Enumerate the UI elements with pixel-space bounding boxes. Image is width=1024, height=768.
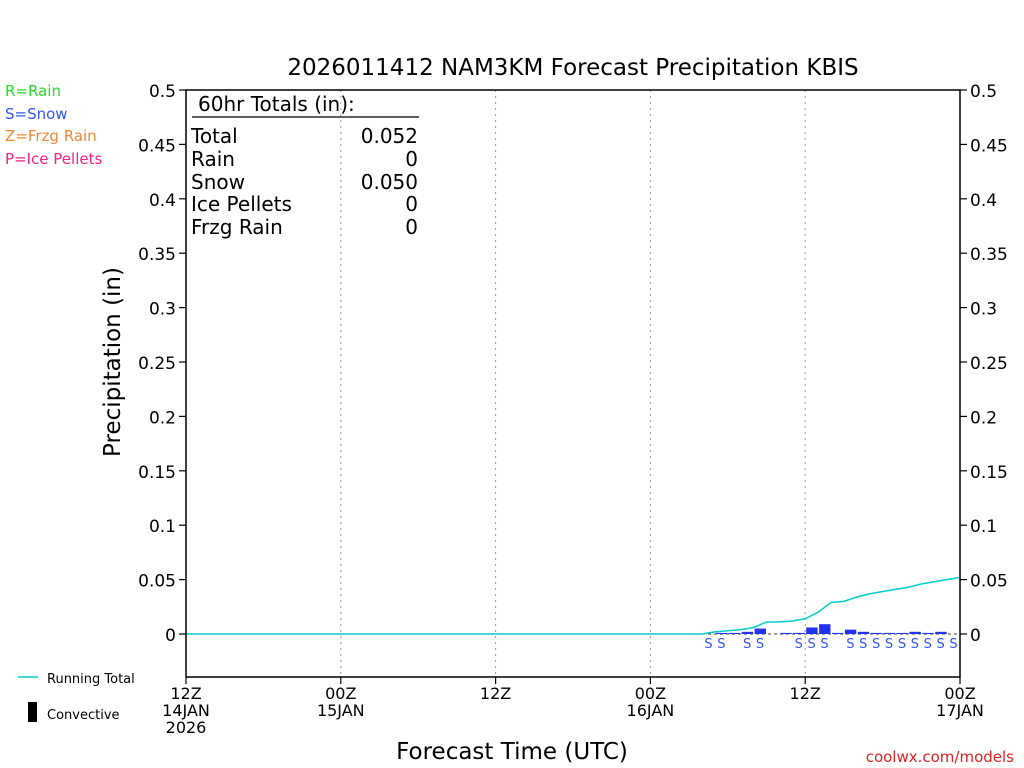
y-tick-label: 0.35 (138, 245, 176, 265)
totals-row-label: Snow (191, 170, 245, 194)
y-tick-label: 0.5 (970, 82, 997, 102)
y-tick-label: 0.5 (149, 82, 176, 102)
x-tick-label: 2026 (166, 718, 207, 737)
y-axis-label: Precipitation (in) (100, 267, 126, 457)
totals-row-value: 0 (405, 215, 418, 239)
legend-convective: Convective (47, 708, 120, 723)
totals-row-label: Rain (191, 147, 235, 171)
y-axis-ticks: 0 00.05 0.050.1 0.10.15 0.150.2 0.20.25 0.250.… (138, 82, 1008, 646)
series-legend: Running Total Convective (18, 672, 135, 723)
precip-bar (896, 632, 908, 634)
credit-text: coolwx.com/models (866, 748, 1014, 766)
precip-bar (715, 632, 728, 634)
precip-type-marker: S (911, 637, 919, 652)
chart-title: 2026011412 NAM3KM Forecast Precipitation… (287, 55, 858, 81)
legend-frzg-rain: Z=Frzg Rain (5, 127, 97, 145)
precip-type-marker: S (924, 637, 932, 652)
x-axis-label: Forecast Time (UTC) (396, 739, 628, 765)
y-tick-label: 0 (165, 626, 176, 646)
totals-row-label: Ice Pellets (191, 192, 292, 216)
precip-bar (922, 632, 934, 634)
y-tick-label: 0.25 (138, 354, 176, 374)
x-tick-label: 00Z (325, 684, 356, 703)
x-tick-label: 00Z (944, 684, 975, 703)
plot-frame (185, 89, 961, 678)
y-tick-label: 0.05 (138, 572, 176, 592)
y-tick-label: 0.45 (970, 136, 1008, 156)
y-tick-label: 0.1 (970, 517, 997, 537)
precip-bar (780, 632, 792, 634)
precip-type-marker: S (937, 637, 945, 652)
x-tick-label: 12Z (170, 684, 201, 703)
precip-type-marker: S (743, 637, 751, 652)
x-tick-label: 00Z (635, 684, 666, 703)
totals-row-value: 0.050 (361, 170, 418, 194)
y-tick-label: 0.3 (970, 300, 997, 320)
legend-ice-pellets: P=Ice Pellets (5, 150, 102, 168)
totals-row-label: Total (190, 124, 238, 148)
precip-bar (832, 632, 844, 634)
precip-type-marker: S (808, 637, 816, 652)
precip-type-marker: S (898, 637, 906, 652)
precip-bar (793, 632, 805, 634)
precip-type-marker: S (859, 637, 867, 652)
y-tick-label: 0.05 (970, 572, 1008, 592)
precip-bar (844, 629, 857, 634)
precip-type-marker: S (704, 637, 712, 652)
precip-type-marker: S (885, 637, 893, 652)
precip-bar (857, 631, 870, 634)
totals-header: 60hr Totals (in): (198, 92, 355, 116)
totals-row-label: Frzg Rain (191, 215, 283, 239)
precip-type-legend: R=Rain S=Snow Z=Frzg Rain P=Ice Pellets (5, 82, 102, 168)
x-tick-label: 12Z (480, 684, 511, 703)
y-tick-label: 0.45 (138, 136, 176, 156)
precip-bar (870, 632, 883, 634)
y-tick-label: 0.15 (970, 463, 1008, 483)
precip-type-marker: S (717, 637, 725, 652)
precip-type-marker: S (872, 637, 880, 652)
y-tick-label: 0.25 (970, 354, 1008, 374)
precip-bar (909, 631, 921, 634)
x-tick-label: 12Z (790, 684, 821, 703)
y-tick-label: 0.4 (970, 191, 997, 211)
y-tick-label: 0.15 (138, 463, 176, 483)
x-tick-label: 16JAN (627, 701, 675, 720)
legend-rain: R=Rain (5, 82, 61, 100)
totals-row-value: 0.052 (361, 124, 418, 148)
precip-type-marker: S (756, 637, 764, 652)
legend-snow: S=Snow (5, 105, 68, 123)
convective-swatch (28, 702, 37, 722)
y-tick-label: 0.2 (149, 408, 176, 428)
precip-bar (935, 631, 947, 634)
legend-running-total: Running Total (47, 672, 135, 687)
precip-bar (754, 628, 766, 634)
y-tick-label: 0.3 (149, 300, 176, 320)
y-tick-label: 0.4 (149, 191, 176, 211)
precip-bar (741, 631, 754, 634)
y-tick-label: 0.35 (970, 245, 1008, 265)
precip-type-marker: S (949, 637, 957, 652)
x-tick-label: 17JAN (936, 701, 984, 720)
precip-bar (819, 624, 831, 634)
y-tick-label: 0 (970, 626, 981, 646)
precip-type-marker: S (820, 637, 828, 652)
precip-bar (883, 632, 895, 634)
grid-lines (186, 90, 960, 677)
x-tick-label: 15JAN (317, 701, 365, 720)
precip-type-marker: S (846, 637, 854, 652)
totals-row-value: 0 (405, 192, 418, 216)
precip-bar (806, 627, 818, 634)
y-tick-label: 0.2 (970, 408, 997, 428)
totals-row-value: 0 (405, 147, 418, 171)
y-tick-label: 0.1 (149, 517, 176, 537)
precip-bar (728, 632, 741, 634)
running-total-line (186, 576, 961, 635)
x-tick-label: 14JAN (162, 701, 210, 720)
precip-type-marker: S (795, 637, 803, 652)
totals-box: 60hr Totals (in): Total 0.052 Rain 0 Sno… (190, 92, 419, 239)
